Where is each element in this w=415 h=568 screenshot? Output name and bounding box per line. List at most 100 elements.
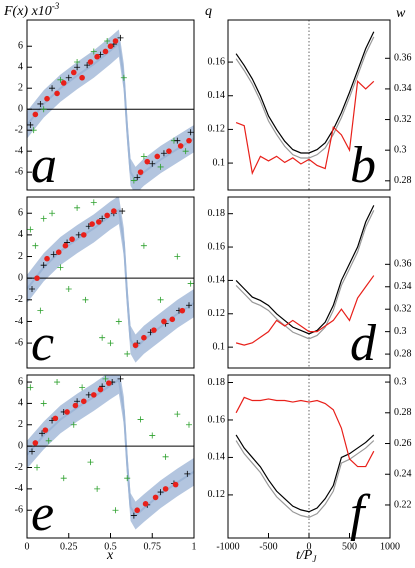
cross-point	[174, 253, 181, 260]
cross-point	[37, 100, 44, 107]
cross-point	[75, 231, 82, 238]
cross-point	[99, 215, 106, 222]
y-tick-label: 0.12	[208, 124, 226, 135]
panel: 0.1 0.12 0.14 0.16 0.28 0.3 0.32 0.34 0.36 b	[208, 19, 412, 194]
red-point	[151, 327, 157, 333]
series-line	[235, 210, 375, 340]
red-point	[87, 59, 94, 65]
y-tick-label: 0.1	[213, 341, 226, 352]
cross-point	[45, 437, 52, 444]
red-point	[89, 221, 95, 227]
red-point	[106, 380, 112, 386]
red-point	[179, 307, 186, 314]
y-label-exponent: -3	[52, 1, 60, 11]
cross-point	[157, 296, 164, 303]
w-label: w	[396, 6, 406, 21]
red-point	[62, 242, 69, 249]
y-tick-label: -6	[15, 166, 23, 177]
panel-letter: d	[350, 315, 377, 372]
series-line	[235, 80, 375, 176]
y-tick-label: 0.12	[208, 489, 226, 500]
y2-tick-label: 0.28	[394, 175, 412, 186]
red-point	[52, 415, 59, 422]
series-line	[235, 440, 375, 519]
cross-point	[160, 150, 167, 157]
panel-letter: c	[31, 315, 54, 372]
red-point	[134, 507, 141, 514]
cross-point	[50, 251, 57, 258]
y-tick-label: -4	[15, 316, 23, 327]
red-point	[72, 402, 79, 409]
y-tick-label: 2	[18, 251, 23, 262]
x-tick-label: -1000	[216, 541, 239, 552]
red-point	[142, 501, 149, 507]
cross-point	[99, 334, 106, 341]
x-tick-label: 1000	[380, 541, 400, 552]
cross-point	[39, 430, 46, 437]
panel-frame	[227, 19, 391, 191]
red-point	[64, 409, 70, 415]
cross-point	[34, 464, 41, 471]
cross-point	[162, 453, 169, 460]
y-tick-label: 6	[18, 376, 23, 387]
cross-point	[124, 350, 131, 357]
cross-point	[37, 307, 44, 314]
y2-tick-label: 0.3	[394, 144, 407, 155]
cross-point	[149, 432, 156, 439]
panel-frame	[26, 19, 195, 191]
y-tick-label: 4	[18, 229, 23, 240]
cross-point	[104, 37, 111, 44]
y-tick-label: 0	[18, 440, 23, 451]
x-tick-label: 0.5	[104, 541, 117, 552]
red-point	[94, 53, 100, 60]
red-point	[69, 236, 75, 243]
panel: 0.1 0.12 0.14 0.16 0.18 0.28 0.3 0.32 0.34 0.36 d	[208, 196, 412, 372]
red-point	[112, 38, 119, 44]
cross-point	[60, 475, 67, 482]
red-point	[32, 440, 39, 446]
cross-point	[57, 264, 64, 271]
y2-tick-label: 0.32	[394, 304, 412, 315]
red-point	[60, 80, 67, 86]
series-line	[235, 36, 375, 159]
series-line	[235, 396, 375, 468]
cross-point	[74, 204, 81, 211]
panel-letter: a	[31, 137, 57, 194]
cross-point	[182, 148, 189, 155]
x-tick-label: 0.25	[60, 541, 78, 552]
plot-area	[235, 375, 375, 538]
red-point	[96, 219, 102, 225]
panel: -6 -4 -2 0 2 4 6 0 0.25 0.5 0.75 1 e	[15, 374, 197, 552]
cross-point	[94, 485, 101, 492]
y-tick-label: 2	[18, 419, 23, 430]
cross-point	[124, 475, 131, 482]
cross-point	[90, 48, 97, 55]
cross-point	[134, 174, 141, 181]
y-tick-label: -4	[15, 483, 23, 494]
cross-point	[140, 153, 147, 160]
cross-point	[57, 76, 64, 83]
x-tick-label: 1	[192, 541, 197, 552]
cross-point	[137, 416, 144, 423]
y2-tick-label: 0.3	[394, 326, 407, 337]
red-point	[172, 481, 179, 488]
series-line	[235, 205, 375, 335]
y-tick-label: -6	[15, 337, 23, 348]
red-point	[91, 392, 97, 398]
t-label: t/PJ	[296, 548, 317, 564]
y-tick-label: -2	[15, 294, 23, 305]
red-point	[44, 95, 50, 102]
y-tick-label: 0.1	[213, 157, 226, 168]
cross-point	[157, 163, 164, 170]
red-point	[70, 69, 77, 76]
red-point	[186, 137, 192, 144]
cross-point	[174, 137, 181, 144]
cross-point	[40, 106, 47, 113]
plot-area	[235, 197, 375, 368]
y-tick-label: 0.14	[208, 452, 226, 463]
cross-point	[87, 459, 94, 466]
red-point	[166, 148, 172, 154]
red-point	[54, 90, 60, 97]
cross-point	[187, 280, 194, 287]
cross-point	[29, 448, 36, 455]
